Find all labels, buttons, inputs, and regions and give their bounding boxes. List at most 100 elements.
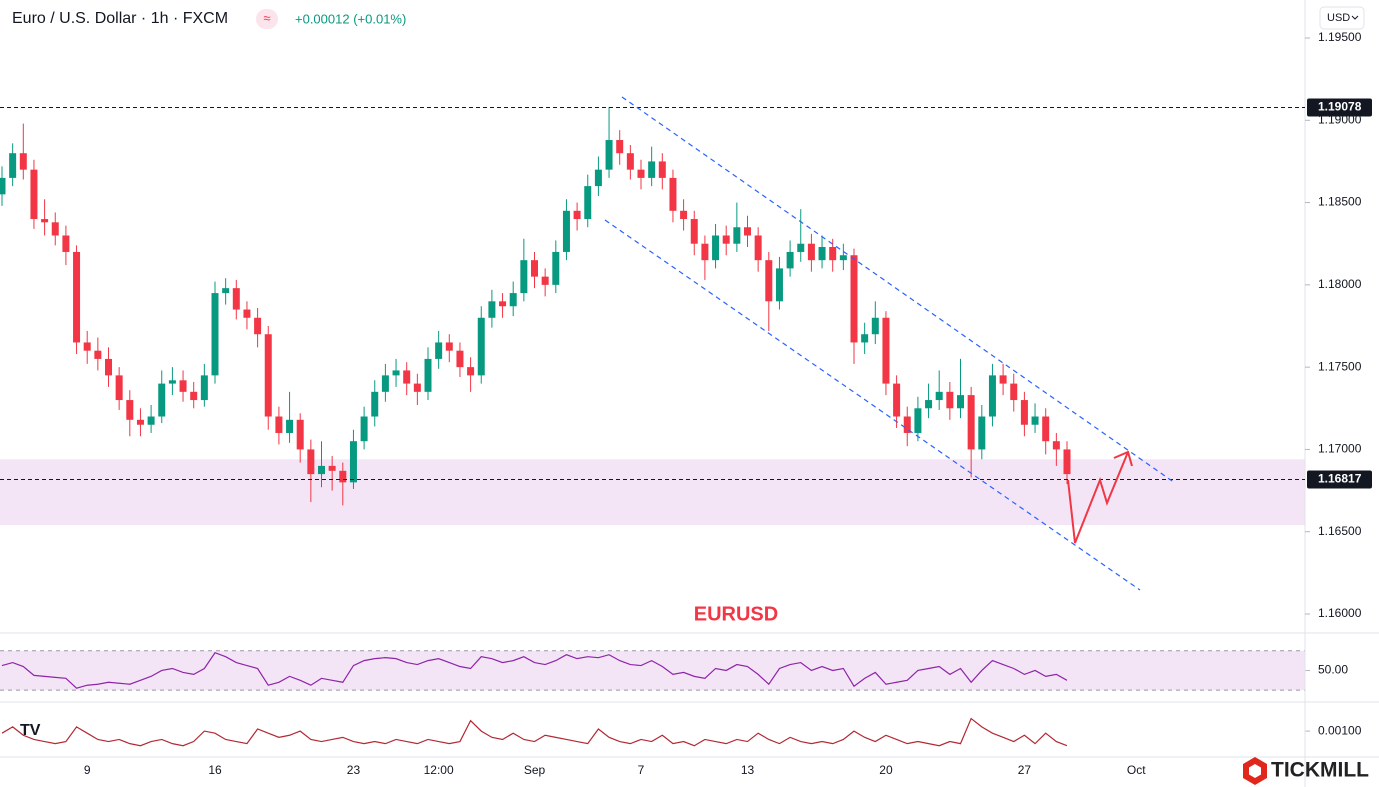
y-tick-label: 0.00100 — [1318, 723, 1362, 737]
candle-body — [371, 391, 379, 417]
brand-name: TICKMILL — [1271, 759, 1369, 782]
candle-body — [9, 153, 17, 178]
candle-body — [807, 243, 815, 261]
x-tick-label: Sep — [524, 763, 546, 777]
candle-body — [200, 375, 208, 401]
candle-body — [797, 243, 805, 252]
candle-body — [349, 441, 357, 483]
candle-body — [626, 153, 634, 170]
brand-logo-inner — [1249, 764, 1261, 778]
candle-body — [222, 288, 230, 294]
candle-body — [488, 301, 496, 318]
candle-body — [51, 222, 59, 236]
candle-body — [413, 383, 421, 392]
candle-body — [424, 358, 432, 392]
annotation: EURUSD — [694, 603, 778, 625]
currency-label[interactable]: USD — [1327, 12, 1350, 24]
candle-body — [136, 419, 144, 425]
candle-body — [477, 317, 485, 376]
candle-body — [946, 391, 954, 409]
y-tick-label: 1.19500 — [1318, 30, 1362, 44]
candle-body — [1020, 400, 1028, 425]
candle-body — [733, 227, 741, 244]
x-tick-label: 13 — [741, 763, 755, 777]
y-tick-label: 50.00 — [1318, 663, 1348, 677]
price-label: 1.19078 — [1318, 100, 1362, 114]
candle-body — [264, 334, 272, 417]
indicator-line — [1, 652, 1068, 689]
candle-body — [935, 391, 943, 401]
channel-line — [621, 96, 1176, 484]
candle-body — [648, 161, 656, 178]
candle-body — [296, 419, 304, 450]
candle-body — [658, 161, 666, 178]
candle-body — [690, 219, 698, 244]
candle-body — [562, 210, 570, 252]
candle-body — [893, 383, 901, 417]
indicator-line — [1, 717, 1068, 747]
candle-body — [307, 449, 315, 475]
candle-body — [775, 268, 783, 302]
candle-body — [41, 219, 49, 223]
candle-body — [722, 235, 730, 244]
candle-body — [999, 375, 1007, 384]
source-icon: ≈ — [263, 10, 270, 25]
candle-body — [73, 251, 81, 343]
candle-body — [988, 375, 996, 417]
candle-body — [435, 342, 443, 359]
y-tick-label: 1.18000 — [1318, 277, 1362, 291]
candle-body — [499, 301, 507, 307]
candle-body — [829, 247, 837, 261]
candle-body — [605, 140, 613, 170]
candle-body — [318, 465, 325, 475]
candle-body — [1031, 416, 1039, 425]
x-tick-label: 7 — [638, 763, 645, 777]
candle-body — [903, 416, 911, 433]
x-tick-label: 16 — [208, 763, 222, 777]
x-tick-label: 9 — [84, 763, 91, 777]
candle-body — [275, 416, 283, 433]
candle-body — [744, 227, 751, 236]
candle-body — [467, 367, 475, 376]
candle-body — [669, 177, 677, 211]
candle-body — [232, 288, 240, 310]
plot: 1.195001.190001.185001.180001.175001.170… — [0, 30, 1372, 777]
candle-body — [403, 370, 411, 384]
candle-body — [254, 317, 262, 335]
candle-body — [1042, 416, 1050, 442]
candle-body — [552, 251, 560, 285]
price-label-box — [1307, 470, 1372, 489]
candle-body — [62, 235, 70, 252]
candle-body — [0, 177, 6, 195]
candle-body — [765, 260, 773, 302]
candle-body — [882, 317, 890, 384]
candle-body — [126, 400, 134, 420]
candle-body — [179, 380, 187, 392]
x-tick-label: 23 — [347, 763, 361, 777]
candle-body — [105, 358, 112, 376]
candle-body — [871, 317, 879, 335]
candle-body — [541, 276, 549, 285]
y-tick-label: 1.18500 — [1318, 195, 1362, 209]
tv-logo: TV — [20, 722, 41, 739]
candle-body — [818, 247, 826, 261]
candle-body — [158, 383, 166, 417]
candle-body — [573, 210, 581, 220]
indicator-band — [0, 650, 1305, 691]
candle-body — [616, 140, 624, 154]
x-tick-label: 27 — [1018, 763, 1032, 777]
candle-body — [83, 342, 91, 351]
candle-body — [19, 153, 27, 170]
candle-body — [712, 235, 720, 261]
candle-body — [339, 470, 347, 483]
candle-body — [1063, 449, 1071, 475]
candle-body — [168, 380, 176, 384]
dropdown-caret — [1351, 15, 1359, 20]
price-change[interactable]: +0.00012 (+0.01%) — [295, 11, 406, 26]
price-label-box — [1307, 98, 1372, 117]
panes — [0, 459, 1310, 732]
candle-body — [754, 235, 762, 261]
candle-body — [701, 243, 709, 261]
currency-select[interactable] — [1319, 6, 1365, 30]
